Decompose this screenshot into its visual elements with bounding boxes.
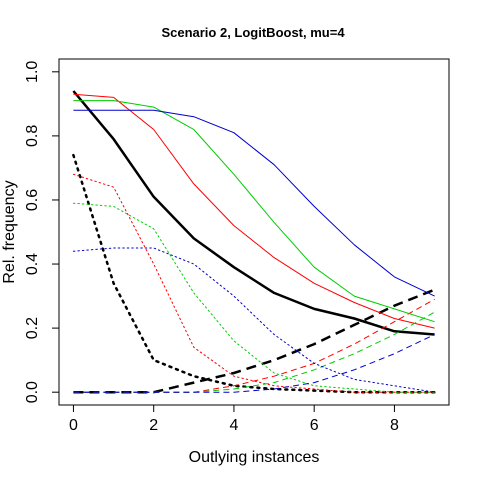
series-line-7 — [73, 100, 435, 323]
y-tick-label: 0.2 — [24, 317, 41, 339]
x-tick-label: 0 — [69, 417, 78, 434]
series-line-5 — [72, 173, 436, 393]
x-tick-label: 6 — [310, 417, 319, 434]
series-line-3 — [73, 288, 436, 394]
y-tick-label: 0.6 — [24, 189, 41, 211]
series-line-8 — [72, 202, 436, 393]
y-tick-label: 0.4 — [24, 253, 41, 275]
x-axis: 0 2 4 6 8 — [69, 404, 399, 434]
x-tick-label: 4 — [229, 417, 238, 434]
series-line-2 — [72, 153, 436, 394]
y-tick-label: 1.0 — [24, 61, 41, 83]
series-line-4 — [73, 93, 435, 329]
y-axis-label: Rel. frequency — [1, 180, 18, 283]
y-tick-label: 0.0 — [24, 381, 41, 403]
series-line-1 — [72, 90, 435, 336]
x-axis-label: Outlying instances — [189, 449, 320, 466]
y-axis: 0.0 0.2 0.4 0.6 0.8 1.0 — [24, 61, 60, 403]
chart-title: Scenario 2, LogitBoost, mu=4 — [161, 25, 345, 40]
series-line-12 — [73, 334, 435, 393]
y-tick-label: 0.8 — [24, 125, 41, 147]
x-tick-label: 2 — [149, 417, 158, 434]
x-tick-label: 8 — [390, 417, 399, 434]
series-line-11 — [72, 247, 436, 393]
series-line-10 — [73, 109, 435, 297]
series-layer — [72, 90, 436, 394]
